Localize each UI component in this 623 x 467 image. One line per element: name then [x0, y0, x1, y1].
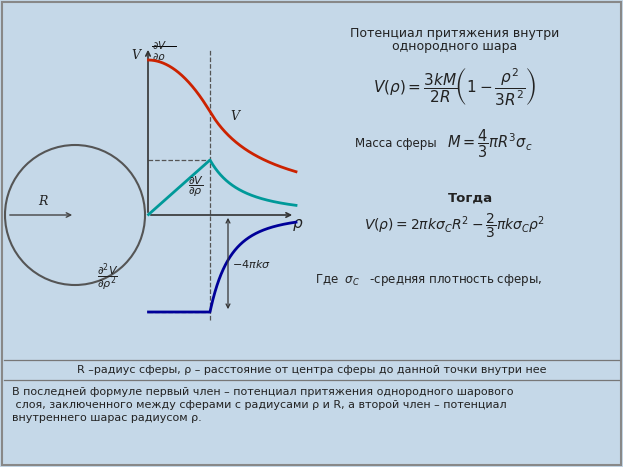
Text: $-4\pi k\sigma$: $-4\pi k\sigma$ — [232, 257, 271, 269]
Text: R: R — [38, 195, 48, 208]
Text: $\rho$: $\rho$ — [292, 217, 304, 233]
Text: $\partial\rho$: $\partial\rho$ — [152, 51, 166, 64]
Text: внутреннего шарас радиусом ρ.: внутреннего шарас радиусом ρ. — [12, 413, 202, 423]
Text: Где  $\sigma_C$   -средняя плотность сферы,: Где $\sigma_C$ -средняя плотность сферы, — [315, 272, 542, 288]
Text: $\dfrac{\partial V}{\partial\rho}$: $\dfrac{\partial V}{\partial\rho}$ — [188, 175, 204, 199]
Text: $\dfrac{\partial^2 V}{\partial\rho^2}$: $\dfrac{\partial^2 V}{\partial\rho^2}$ — [97, 261, 119, 293]
Text: слоя, заключенного между сферами с радиусами ρ и R, а второй член – потенциал: слоя, заключенного между сферами с радиу… — [12, 400, 506, 410]
Text: V: V — [230, 110, 239, 123]
Text: Тогда: Тогда — [447, 192, 493, 205]
Text: однородного шара: однородного шара — [392, 40, 518, 53]
Text: $M=\dfrac{4}{3}\pi R^3\sigma_c$: $M=\dfrac{4}{3}\pi R^3\sigma_c$ — [447, 127, 533, 160]
Text: В последней формуле первый член – потенциал притяжения однородного шарового: В последней формуле первый член – потенц… — [12, 387, 513, 397]
Text: V: V — [131, 49, 140, 62]
Text: $V(\rho)=\dfrac{3kM}{2R}\!\left(1-\dfrac{\rho^2}{3R^2}\right)$: $V(\rho)=\dfrac{3kM}{2R}\!\left(1-\dfrac… — [373, 67, 536, 108]
Text: Масса сферы: Масса сферы — [355, 137, 437, 150]
Text: Потенциал притяжения внутри: Потенциал притяжения внутри — [350, 27, 559, 40]
Text: $V(\rho)=2\pi k\sigma_C R^2 - \dfrac{2}{3}\pi k\sigma_C\rho^2$: $V(\rho)=2\pi k\sigma_C R^2 - \dfrac{2}{… — [364, 212, 546, 241]
Text: R –радиус сферы, ρ – расстояние от центра сферы до данной точки внутри нее: R –радиус сферы, ρ – расстояние от центр… — [77, 365, 547, 375]
Text: $\partial V$: $\partial V$ — [152, 39, 167, 51]
